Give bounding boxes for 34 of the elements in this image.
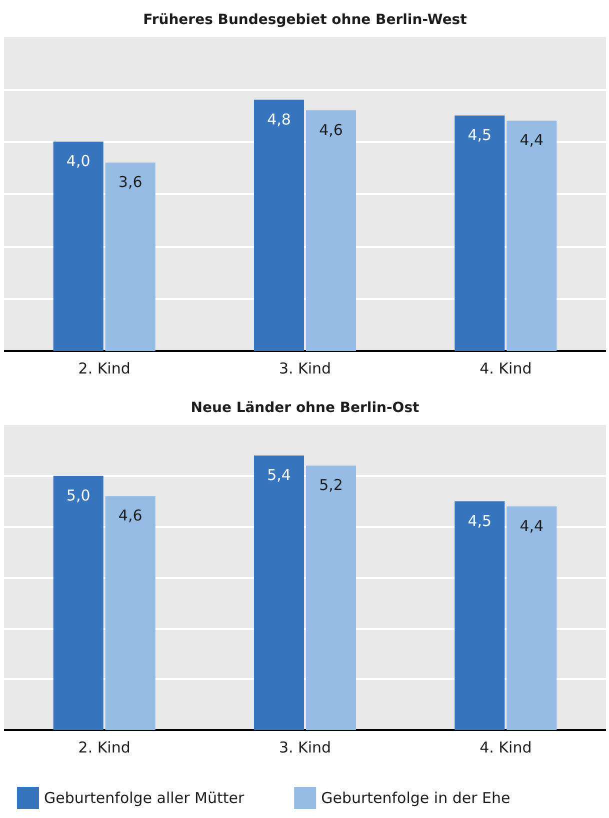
bar [506, 506, 557, 730]
legend-label: Geburtenfolge in der Ehe [321, 789, 510, 807]
data-label: 4,5 [468, 512, 492, 530]
legend-label: Geburtenfolge aller Mütter [44, 789, 245, 807]
x-tick-label: 2. Kind [78, 738, 130, 756]
chart-title: Früheres Bundesgebiet ohne Berlin-West [143, 12, 468, 28]
bar [254, 100, 304, 351]
data-label: 4,0 [66, 152, 90, 170]
x-tick-label: 3. Kind [278, 360, 332, 378]
bar [306, 110, 356, 351]
data-label: 4,4 [520, 131, 544, 150]
x-tick-label: 4. Kind [480, 360, 532, 378]
bar [105, 496, 156, 730]
bar [53, 142, 104, 351]
data-label: 5,0 [66, 486, 90, 504]
bar [454, 116, 505, 351]
x-tick-label: 2. Kind [78, 360, 130, 378]
data-label: 5,2 [319, 476, 343, 494]
bar [105, 162, 156, 351]
data-label: 4,8 [267, 110, 291, 128]
bar [254, 456, 304, 730]
bar [53, 476, 104, 730]
data-label: 5,4 [267, 466, 291, 484]
bar [306, 466, 356, 730]
bar [454, 501, 505, 730]
data-label: 4,5 [468, 126, 492, 144]
data-label: 4,4 [520, 516, 544, 535]
chart-title: Neue Länder ohne Berlin-Ost [190, 400, 420, 416]
x-tick-label: 4. Kind [480, 738, 532, 756]
data-label: 4,6 [118, 506, 142, 525]
bar [506, 120, 557, 351]
data-label: 4,6 [319, 120, 343, 139]
x-tick-label: 3. Kind [278, 738, 332, 756]
data-label: 3,6 [118, 173, 142, 192]
